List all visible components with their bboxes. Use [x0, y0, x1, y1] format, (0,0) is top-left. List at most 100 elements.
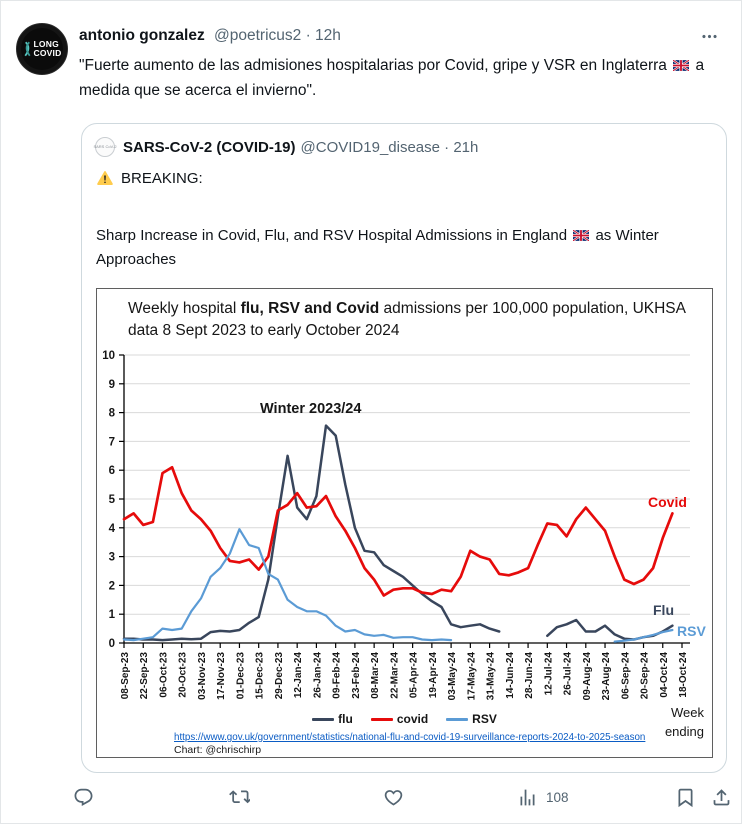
svg-text:05-Apr-24: 05-Apr-24	[409, 652, 420, 699]
uk-flag-icon	[573, 230, 590, 241]
bookmark-icon	[678, 788, 693, 808]
svg-text:6: 6	[109, 465, 115, 477]
reply-button[interactable]	[73, 787, 94, 808]
quote-handle-time: @COVID19_disease · 21h	[300, 138, 479, 156]
svg-text:9: 9	[109, 379, 115, 391]
tweet-text-part1: "Fuerte aumento de las admisiones hospit…	[79, 57, 667, 74]
svg-text:3: 3	[109, 552, 115, 564]
svg-text:10: 10	[102, 350, 115, 362]
svg-text:Winter 2023/24: Winter 2023/24	[260, 401, 361, 417]
bookmark-button[interactable]	[675, 787, 696, 808]
svg-text:Flu: Flu	[653, 602, 674, 618]
svg-text:22-Mar-24: 22-Mar-24	[389, 652, 400, 699]
action-bar: 108	[1, 787, 741, 817]
svg-text:04-Oct-24: 04-Oct-24	[659, 652, 670, 698]
chart-title-part2: admissions per 100,000 population, UKHSA…	[128, 300, 686, 339]
legend-swatch-covid	[370, 717, 393, 721]
share-icon	[713, 789, 730, 806]
tweet-text-part2: a medida que se acerca el invierno".	[79, 57, 705, 99]
quote-author-name[interactable]: SARS-CoV-2 (COVID-19)	[123, 138, 296, 156]
tweet-text: "Fuerte aumento de las admisiones hospit…	[79, 53, 735, 103]
svg-text:8: 8	[109, 408, 116, 420]
quote-body-part2: as Winter Approaches	[96, 227, 659, 268]
avatar[interactable]: LONG COVID	[16, 23, 68, 75]
svg-text:22-Sep-23: 22-Sep-23	[139, 652, 150, 700]
svg-text:09-Aug-24: 09-Aug-24	[582, 652, 593, 701]
legend-item-flu: flu	[312, 712, 353, 726]
author-name[interactable]: antonio gonzalez	[79, 27, 205, 44]
retweet-icon	[229, 790, 250, 804]
views-button[interactable]: 108	[517, 787, 569, 808]
heart-icon	[384, 790, 403, 806]
author-handle-time[interactable]: @poetricus2 · 12h	[214, 27, 341, 44]
svg-text:06-Oct-23: 06-Oct-23	[158, 652, 169, 698]
chart-title-bold: flu, RSV and Covid	[240, 300, 380, 317]
svg-text:29-Dec-23: 29-Dec-23	[274, 652, 285, 700]
reply-icon	[74, 788, 93, 806]
source-link: https://www.gov.uk/government/statistics…	[174, 732, 646, 743]
svg-text:7: 7	[109, 436, 115, 448]
svg-text:23-Aug-24: 23-Aug-24	[601, 652, 612, 701]
quote-body-part1: Sharp Increase in Covid, Flu, and RSV Ho…	[96, 227, 568, 244]
quote-avatar: SARS CoV-2	[93, 137, 117, 157]
quote-header: SARS CoV-2 SARS-CoV-2 (COVID-19) @COVID1…	[93, 137, 479, 157]
chart-credit: Chart: @chrischirp	[174, 744, 262, 756]
legend-label-flu: flu	[338, 712, 353, 726]
svg-text:31-May-24: 31-May-24	[486, 652, 497, 701]
svg-text:2: 2	[109, 580, 115, 592]
svg-text:0: 0	[109, 638, 115, 650]
chart-image[interactable]: Weekly hospital flu, RSV and Covid admis…	[96, 288, 713, 758]
svg-text:09-Feb-24: 09-Feb-24	[332, 652, 343, 699]
svg-text:20-Sep-24: 20-Sep-24	[640, 652, 651, 700]
legend-swatch-rsv	[446, 717, 469, 721]
uk-flag-icon	[673, 60, 690, 71]
svg-text:Covid: Covid	[648, 494, 687, 510]
ellipsis-icon	[701, 34, 717, 39]
legend-item-covid: covid	[370, 712, 429, 726]
chart-legend: flu covid RSV	[97, 712, 712, 726]
share-button[interactable]	[711, 787, 732, 808]
legend-item-rsv: RSV	[446, 712, 497, 726]
legend-label-covid: covid	[396, 712, 429, 726]
awareness-ribbon-icon	[24, 41, 31, 57]
svg-text:08-Mar-24: 08-Mar-24	[370, 652, 381, 699]
views-count: 108	[546, 790, 569, 805]
tweet-header: antonio gonzalez @poetricus2 · 12h	[79, 27, 341, 45]
more-button[interactable]	[699, 27, 719, 47]
quoted-tweet[interactable]: SARS CoV-2 SARS-CoV-2 (COVID-19) @COVID1…	[81, 123, 727, 773]
svg-text:18-Oct-24: 18-Oct-24	[678, 652, 689, 698]
svg-text:12-Jan-24: 12-Jan-24	[293, 652, 304, 699]
bar-chart-icon	[520, 789, 535, 806]
avatar-text-line1: LONG	[33, 39, 59, 49]
like-button[interactable]	[383, 787, 404, 808]
svg-text:RSV: RSV	[677, 623, 706, 639]
svg-text:01-Dec-23: 01-Dec-23	[235, 652, 246, 700]
svg-text:26-Jul-24: 26-Jul-24	[563, 652, 574, 696]
svg-text:03-Nov-23: 03-Nov-23	[197, 652, 208, 700]
x-axis-label: Week ending	[664, 705, 704, 739]
quote-body: Sharp Increase in Covid, Flu, and RSV Ho…	[96, 224, 706, 272]
svg-text:15-Dec-23: 15-Dec-23	[255, 652, 266, 700]
svg-text:17-Nov-23: 17-Nov-23	[216, 652, 227, 700]
retweet-button[interactable]	[229, 787, 250, 808]
svg-text:06-Sep-24: 06-Sep-24	[620, 652, 631, 700]
breaking-text: BREAKING:	[121, 169, 203, 187]
legend-label-rsv: RSV	[472, 712, 497, 726]
svg-text:28-Jun-24: 28-Jun-24	[524, 652, 535, 699]
svg-text:19-Apr-24: 19-Apr-24	[428, 652, 439, 699]
svg-text:08-Sep-23: 08-Sep-23	[120, 652, 131, 700]
svg-text:03-May-24: 03-May-24	[447, 652, 458, 701]
svg-text:14-Jun-24: 14-Jun-24	[505, 652, 516, 699]
svg-text:1: 1	[109, 609, 116, 621]
line-chart: 0 1 2 3 4 5 6 7 8 9 10 08-Sep-23 22-Sep-23 06-Oct-23 2…	[102, 350, 706, 701]
svg-text:5: 5	[109, 494, 116, 506]
warning-icon	[97, 170, 113, 185]
svg-text:4: 4	[109, 523, 116, 535]
chart-title-part1: Weekly hospital	[128, 300, 241, 317]
svg-text:17-May-24: 17-May-24	[466, 652, 477, 701]
svg-text:20-Oct-23: 20-Oct-23	[178, 652, 189, 698]
svg-text:12-Jul-24: 12-Jul-24	[543, 652, 554, 696]
legend-swatch-flu	[312, 717, 335, 721]
svg-text:23-Feb-24: 23-Feb-24	[351, 652, 362, 699]
